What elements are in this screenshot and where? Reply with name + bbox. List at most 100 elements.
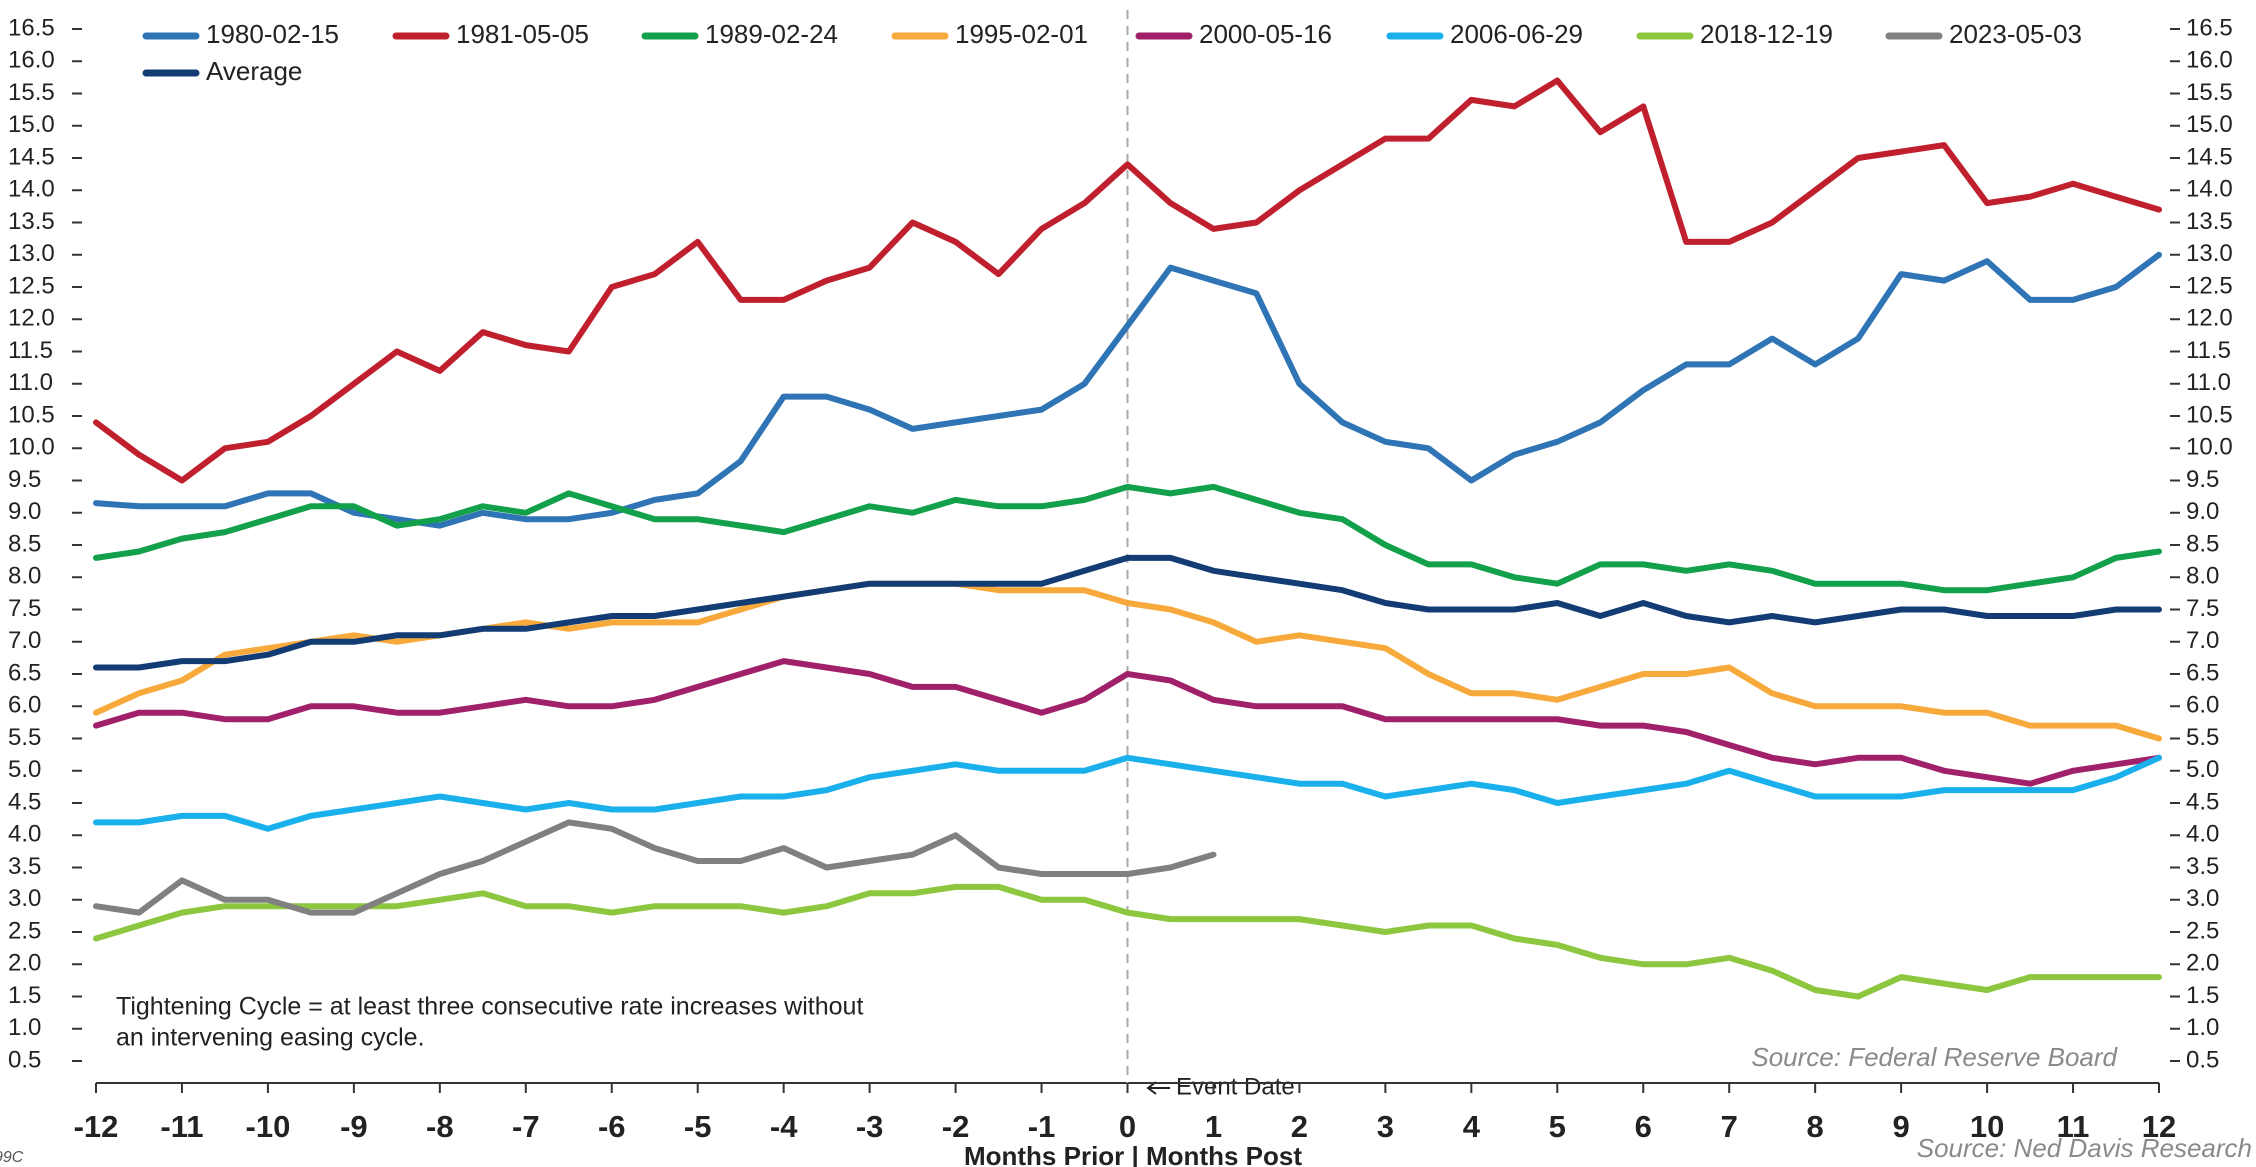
x-tick-label: 11 [2057, 1109, 2090, 1144]
y2-tick-label: 14.5 [2186, 143, 2233, 170]
x-tick-label: 2 [1291, 1109, 1308, 1144]
y2-tick-label: 6.0 [2186, 692, 2219, 719]
x-tick-label: 9 [1893, 1109, 1910, 1144]
y2-tick-label: 12.0 [2186, 305, 2233, 332]
y-tick-label: 15.5 [8, 79, 55, 106]
y-tick-label: 5.0 [8, 756, 41, 783]
y2-tick-label: 4.5 [2186, 788, 2219, 815]
y2-tick-label: 8.5 [2186, 530, 2219, 557]
y-tick-label: 3.5 [8, 853, 41, 880]
x-axis-label: Months Prior | Months Post [964, 1141, 1302, 1167]
y-tick-label: 16.5 [8, 14, 55, 41]
y2-tick-label: 4.0 [2186, 821, 2219, 848]
x-tick-label: -10 [246, 1109, 291, 1144]
legend-label: 1980-02-15 [206, 19, 339, 49]
y-tick-label: 0.5 [8, 1046, 41, 1073]
x-tick-label: 5 [1549, 1109, 1566, 1144]
y2-tick-label: 2.5 [2186, 917, 2219, 944]
corner-code: 99C [0, 1149, 24, 1166]
x-tick-label: -7 [512, 1109, 540, 1144]
y-tick-label: 9.0 [8, 498, 41, 525]
y-tick-label: 8.0 [8, 563, 41, 590]
note-line: Tightening Cycle = at least three consec… [116, 993, 863, 1021]
x-tick-label: -6 [598, 1109, 626, 1144]
y-tick-label: 14.5 [8, 143, 55, 170]
y2-tick-label: 1.5 [2186, 982, 2219, 1009]
event-label: Event Date [1176, 1073, 1295, 1100]
y2-tick-label: 3.5 [2186, 853, 2219, 880]
x-tick-label: 3 [1377, 1109, 1394, 1144]
series-line [93, 658, 2162, 787]
y-tick-label: 15.0 [8, 111, 55, 138]
series-line [93, 754, 2162, 832]
y2-tick-label: 5.5 [2186, 724, 2219, 751]
series-line [93, 483, 2162, 594]
y-tick-label: 4.5 [8, 788, 41, 815]
y-tick-label: 7.5 [8, 595, 41, 622]
x-tick-label: 10 [1970, 1109, 2004, 1144]
y-tick-label: 13.0 [8, 240, 55, 267]
x-tick-label: -9 [340, 1109, 368, 1144]
y2-tick-label: 15.5 [2186, 79, 2233, 106]
y-tick-label: 4.0 [8, 821, 41, 848]
y-tick-label: 11.0 [8, 369, 53, 396]
y-tick-label: 2.0 [8, 950, 41, 977]
legend-label: 1995-02-01 [955, 19, 1088, 49]
legend-label: 2000-05-16 [1199, 19, 1332, 49]
x-tick-label: 12 [2142, 1109, 2176, 1144]
y-tick-label: 1.0 [8, 1014, 41, 1041]
x-tick-label: 1 [1205, 1109, 1222, 1144]
y-tick-label: 9.5 [8, 466, 41, 493]
y-tick-label: 16.0 [8, 47, 55, 74]
y2-tick-label: 10.5 [2186, 401, 2233, 428]
series-line [93, 554, 2162, 671]
y-tick-label: 1.5 [8, 982, 41, 1009]
x-tick-label: 7 [1721, 1109, 1738, 1144]
y2-tick-label: 1.0 [2186, 1014, 2219, 1041]
x-tick-label: -4 [770, 1109, 798, 1144]
y2-tick-label: 8.0 [2186, 563, 2219, 590]
x-tick-label: -2 [942, 1109, 970, 1144]
source-outer: Source: Ned Davis Research [1917, 1133, 2252, 1163]
legend-label: 1981-05-05 [456, 19, 589, 49]
y-tick-label: 14.0 [8, 176, 55, 203]
y-tick-label: 2.5 [8, 917, 41, 944]
y2-tick-label: 15.0 [2186, 111, 2233, 138]
series-line [93, 819, 1217, 916]
y2-tick-label: 7.0 [2186, 627, 2219, 654]
y-tick-label: 7.0 [8, 627, 41, 654]
y2-tick-label: 9.0 [2186, 498, 2219, 525]
y2-tick-label: 7.5 [2186, 595, 2219, 622]
y-tick-label: 3.0 [8, 885, 41, 912]
y-tick-label: 10.5 [8, 401, 55, 428]
x-tick-label: 6 [1635, 1109, 1652, 1144]
y-tick-label: 13.5 [8, 208, 55, 235]
x-tick-label: -12 [74, 1109, 119, 1144]
x-tick-label: -11 [160, 1109, 203, 1144]
y2-tick-label: 16.0 [2186, 47, 2233, 74]
legend-label: Average [206, 56, 302, 86]
source-inner: Source: Federal Reserve Board [1751, 1042, 2118, 1072]
y2-tick-label: 10.0 [2186, 434, 2233, 461]
y-tick-label: 8.5 [8, 530, 41, 557]
x-tick-label: -5 [684, 1109, 712, 1144]
y-tick-label: 12.0 [8, 305, 55, 332]
x-tick-label: 4 [1463, 1109, 1481, 1144]
y2-tick-label: 6.5 [2186, 659, 2219, 686]
y2-tick-label: 14.0 [2186, 176, 2233, 203]
series-line [93, 251, 2162, 529]
y2-tick-label: 2.0 [2186, 950, 2219, 977]
y2-tick-label: 11.5 [2186, 337, 2231, 364]
y2-tick-label: 13.5 [2186, 208, 2233, 235]
note-line: an intervening easing cycle. [116, 1024, 425, 1052]
y2-tick-label: 12.5 [2186, 272, 2233, 299]
series-line [93, 883, 2162, 1000]
y2-tick-label: 16.5 [2186, 14, 2233, 41]
legend-label: 1989-02-24 [705, 19, 838, 49]
legend-label: 2023-05-03 [1949, 19, 2082, 49]
y-tick-label: 11.5 [8, 337, 53, 364]
y-tick-label: 5.5 [8, 724, 41, 751]
y-tick-label: 12.5 [8, 272, 55, 299]
